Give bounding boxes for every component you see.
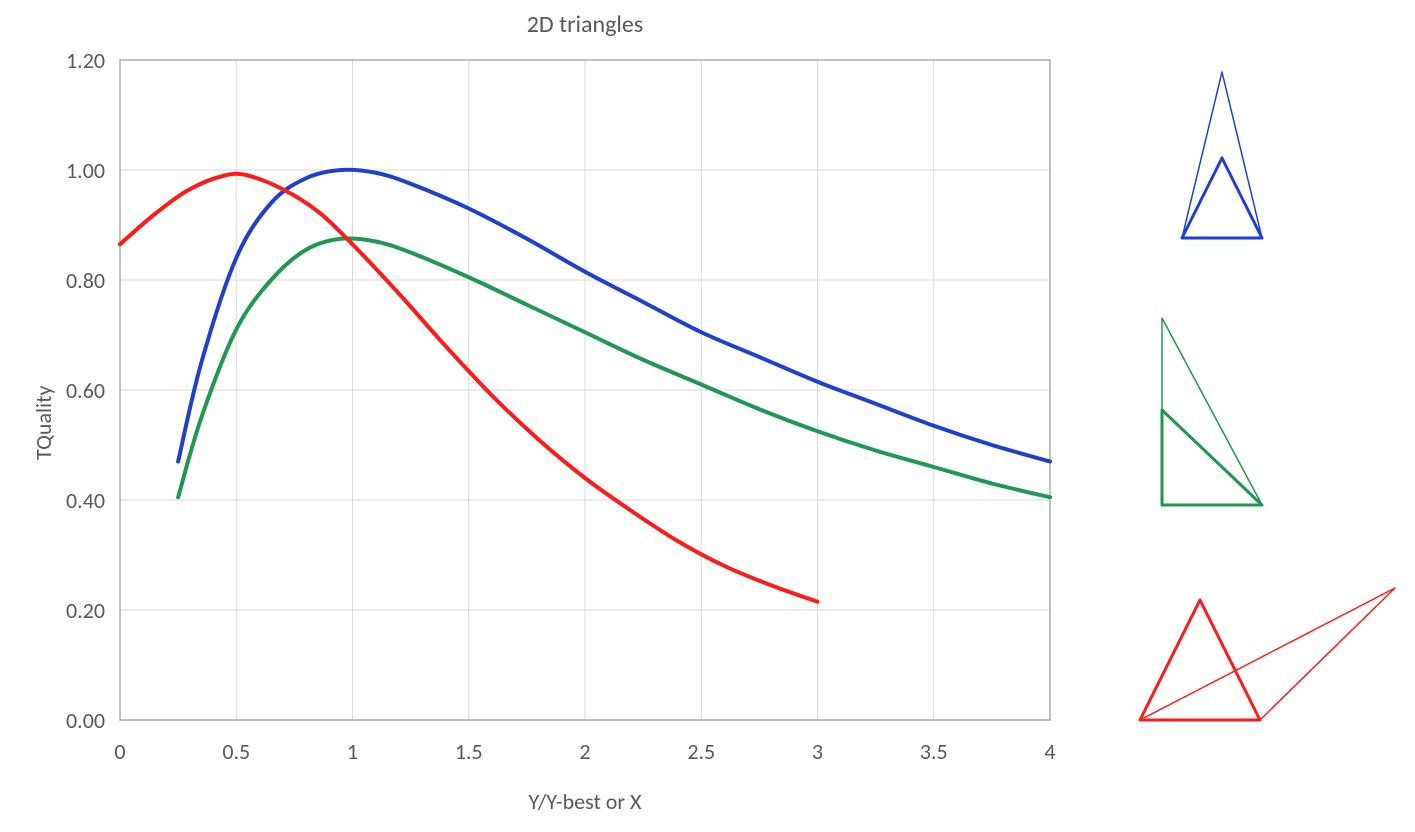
chart-stage: 2D triangles TQuality Y/Y-best or X 00.5… — [0, 0, 1415, 832]
y-tick-label: 0.80 — [40, 267, 105, 294]
x-axis-label: Y/Y-best or X — [120, 788, 1050, 815]
y-tick-label: 0.40 — [40, 487, 105, 514]
x-tick-label: 3.5 — [904, 738, 964, 765]
y-tick-label: 1.00 — [40, 157, 105, 184]
x-tick-label: 2.5 — [671, 738, 731, 765]
y-tick-label: 1.20 — [40, 47, 105, 74]
x-tick-label: 2 — [555, 738, 615, 765]
x-tick-label: 4 — [1020, 738, 1080, 765]
x-tick-label: 0.5 — [206, 738, 266, 765]
x-tick-label: 0 — [90, 738, 150, 765]
chart-title: 2D triangles — [120, 10, 1050, 39]
chart-svg — [0, 0, 1415, 832]
y-tick-label: 0.20 — [40, 597, 105, 624]
x-tick-label: 1 — [323, 738, 383, 765]
x-tick-label: 3 — [788, 738, 848, 765]
y-tick-label: 0.00 — [40, 707, 105, 734]
y-tick-label: 0.60 — [40, 377, 105, 404]
x-tick-label: 1.5 — [439, 738, 499, 765]
